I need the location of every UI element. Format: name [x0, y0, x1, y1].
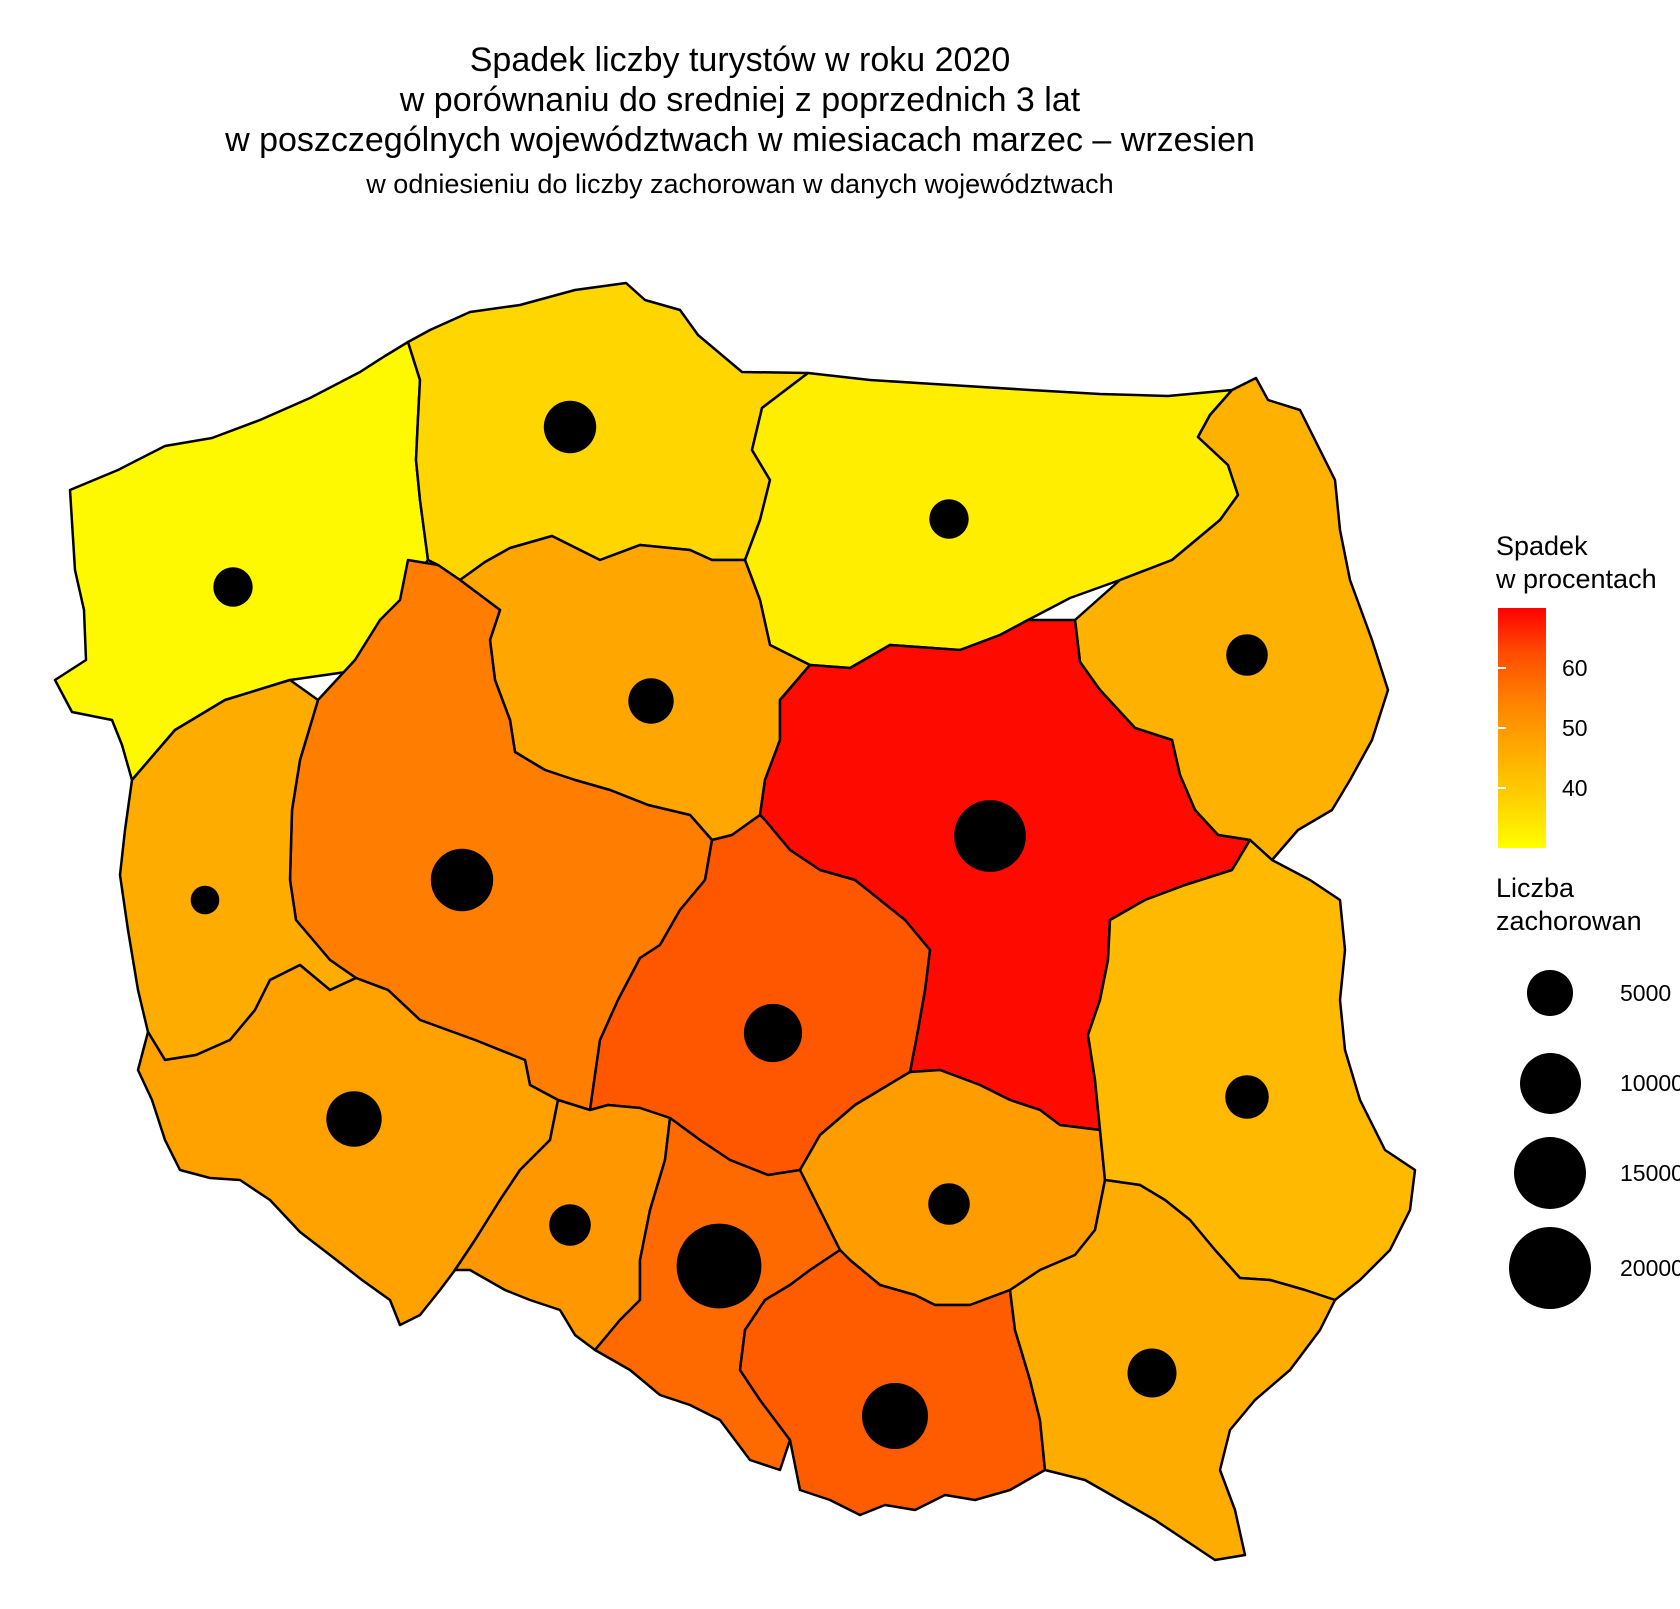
size-legend-title-line-2: zachorowan [1496, 906, 1642, 936]
bubble-pomorskie [543, 400, 597, 454]
size-legend-dot-5000 [1527, 970, 1573, 1016]
region-warminsko-mazurskie [743, 371, 1240, 670]
size-legend-label-20000: 20000 [1620, 1255, 1680, 1281]
chart-title-line-2: w porównaniu do sredniej z poprzednich 3… [399, 81, 1081, 119]
bubble-malopolskie [862, 1383, 928, 1449]
color-legend-title-line-1: Spadek [1496, 531, 1588, 561]
bubble-lubelskie [1225, 1075, 1269, 1119]
colorbar-tick-60 [1546, 667, 1554, 669]
colorbar [1498, 608, 1546, 848]
size-legend-label-10000: 10000 [1620, 1070, 1680, 1096]
bubble-warminsko-mazurskie [929, 499, 969, 539]
bubble-dolnoslaskie [326, 1091, 382, 1147]
color-legend: 40 50 60 [1496, 608, 1680, 848]
size-legend-dot-20000 [1508, 1226, 1592, 1310]
bubble-kujawsko-pomorskie [628, 678, 674, 724]
bubble-mazowieckie [954, 800, 1026, 872]
bubble-podlaskie [1226, 634, 1268, 676]
bubble-opolskie [549, 1204, 591, 1246]
chart-titles: Spadek liczby turystów w roku 2020 w por… [0, 40, 1480, 202]
bubble-swietokrzyskie [928, 1183, 970, 1225]
bubble-lodzkie [743, 1003, 803, 1063]
colorbar-label-60: 60 [1562, 655, 1588, 681]
region-malopolskie [738, 1248, 1047, 1517]
colorbar-label-40: 40 [1562, 775, 1588, 801]
size-legend-label-15000: 15000 [1620, 1160, 1680, 1186]
chart-subtitle: w odniesieniu do liczby zachorowan w dan… [366, 169, 1114, 199]
size-legend-dot-10000 [1519, 1052, 1581, 1114]
size-legend: 5000 10000 15000 20000 [1496, 948, 1680, 1310]
colorbar-tick-left-60 [1498, 667, 1506, 669]
size-legend-label-5000: 5000 [1620, 980, 1672, 1006]
color-legend-title-line-2: w procentach [1496, 564, 1657, 594]
colorbar-label-50: 50 [1562, 715, 1588, 741]
bubble-lubuskie [190, 885, 220, 915]
colorbar-tick-left-40 [1498, 787, 1506, 789]
colorbar-tick-50 [1546, 727, 1554, 729]
colorbar-tick-left-50 [1498, 727, 1506, 729]
legend: Spadek w procentach 40 50 60 Liczba zachor… [1496, 530, 1680, 1310]
chart-title-line-3: w poszczególnych województwach w miesiac… [225, 121, 1255, 159]
bubble-slaskie [676, 1223, 762, 1309]
voivodeship-regions [53, 281, 1417, 1562]
bubble-zachodniopomorskie [213, 567, 253, 607]
bubble-podkarpackie [1127, 1348, 1177, 1398]
poland-map [53, 281, 1417, 1562]
bubble-wielkopolskie [430, 848, 494, 912]
colorbar-tick-40 [1546, 787, 1554, 789]
region-pomorskie [406, 281, 810, 582]
size-legend-title-line-1: Liczba [1496, 873, 1575, 903]
chart-title-line-1: Spadek liczby turystów w roku 2020 [469, 41, 1011, 79]
size-legend-dot-15000 [1513, 1136, 1587, 1210]
case-bubbles [190, 400, 1269, 1449]
